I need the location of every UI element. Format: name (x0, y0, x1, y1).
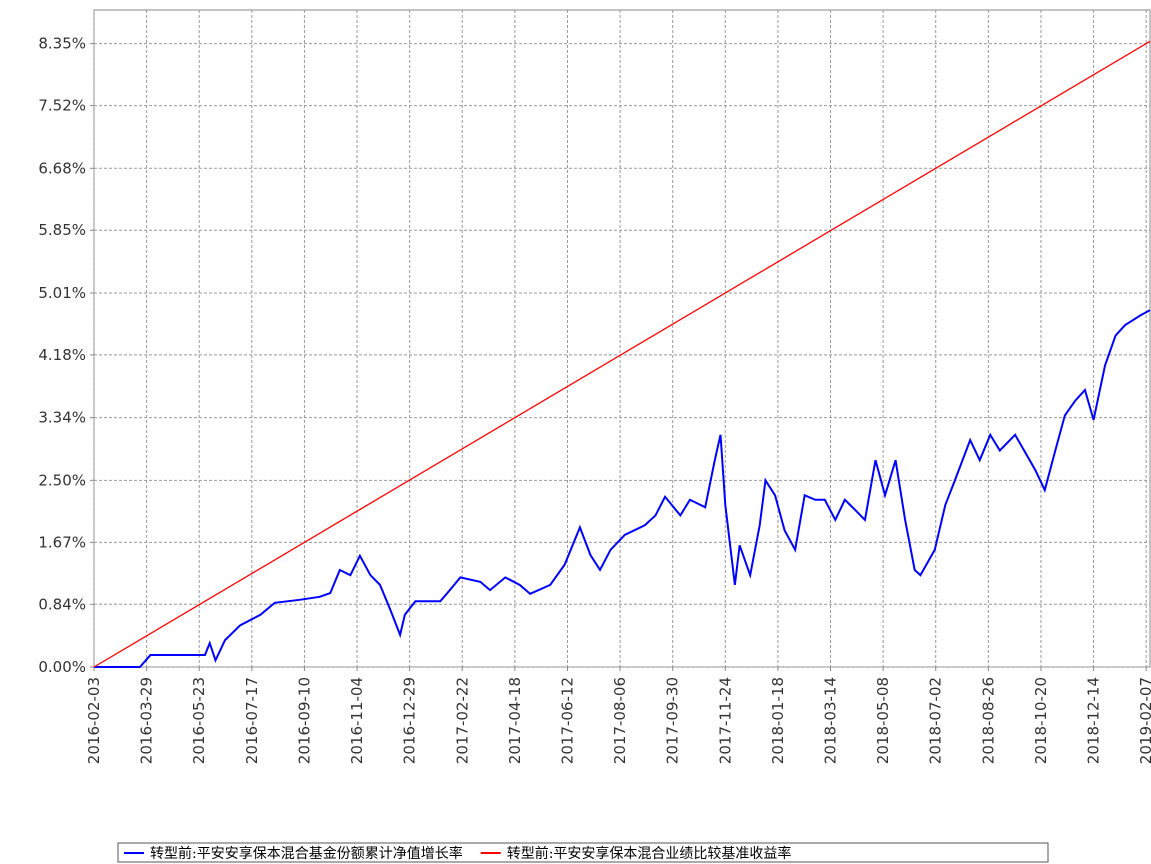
x-tick-label: 2016-07-17 (243, 677, 261, 764)
legend-label: 转型前:平安安享保本混合基金份额累计净值增长率 (150, 845, 463, 862)
y-tick-label: 0.84% (38, 595, 86, 613)
x-tick-label: 2016-03-29 (138, 677, 156, 764)
y-tick-label: 3.34% (38, 409, 86, 427)
x-tick-label: 2017-02-22 (453, 677, 471, 764)
data-line (94, 309, 1151, 668)
y-tick-label: 6.68% (38, 159, 86, 177)
x-tick-label: 2018-10-20 (1032, 677, 1050, 764)
y-tick-label: 5.01% (38, 284, 86, 302)
data-line (93, 40, 1151, 668)
x-tick-label: 2016-02-03 (85, 677, 103, 764)
x-tick-label: 2018-05-08 (874, 677, 892, 764)
x-tick-label: 2017-04-18 (506, 677, 524, 764)
y-tick-label: 8.35% (38, 35, 86, 53)
legend-box (117, 842, 1049, 863)
x-tick-label: 2018-01-18 (769, 677, 787, 764)
x-tick-label: 2018-12-14 (1085, 677, 1103, 764)
x-tick-label: 2017-08-06 (611, 677, 629, 764)
x-tick-label: 2017-09-30 (664, 677, 682, 764)
plot-area (93, 9, 1151, 668)
legend-label: 转型前:平安安享保本混合业绩比较基准收益率 (507, 845, 792, 862)
x-tick-label: 2017-06-12 (558, 677, 576, 764)
x-tick-label: 2016-09-10 (295, 677, 313, 764)
y-tick-label: 5.85% (38, 221, 86, 239)
x-tick-label: 2016-11-04 (348, 677, 366, 764)
x-tick-label: 2016-12-29 (401, 677, 419, 764)
x-tick-label: 2017-11-24 (716, 677, 734, 764)
y-tick-label: 4.18% (38, 346, 86, 364)
x-tick-label: 2018-08-26 (979, 677, 997, 764)
x-tick-label: 2018-03-14 (822, 677, 840, 764)
y-tick-label: 2.50% (38, 471, 86, 489)
x-tick-label: 2016-05-23 (190, 677, 208, 764)
y-tick-label: 7.52% (38, 97, 86, 115)
x-tick-label: 2019-02-07 (1137, 677, 1151, 764)
y-tick-label: 0.00% (38, 658, 86, 676)
x-tick-label: 2018-07-02 (927, 677, 945, 764)
y-tick-label: 1.67% (38, 533, 86, 551)
